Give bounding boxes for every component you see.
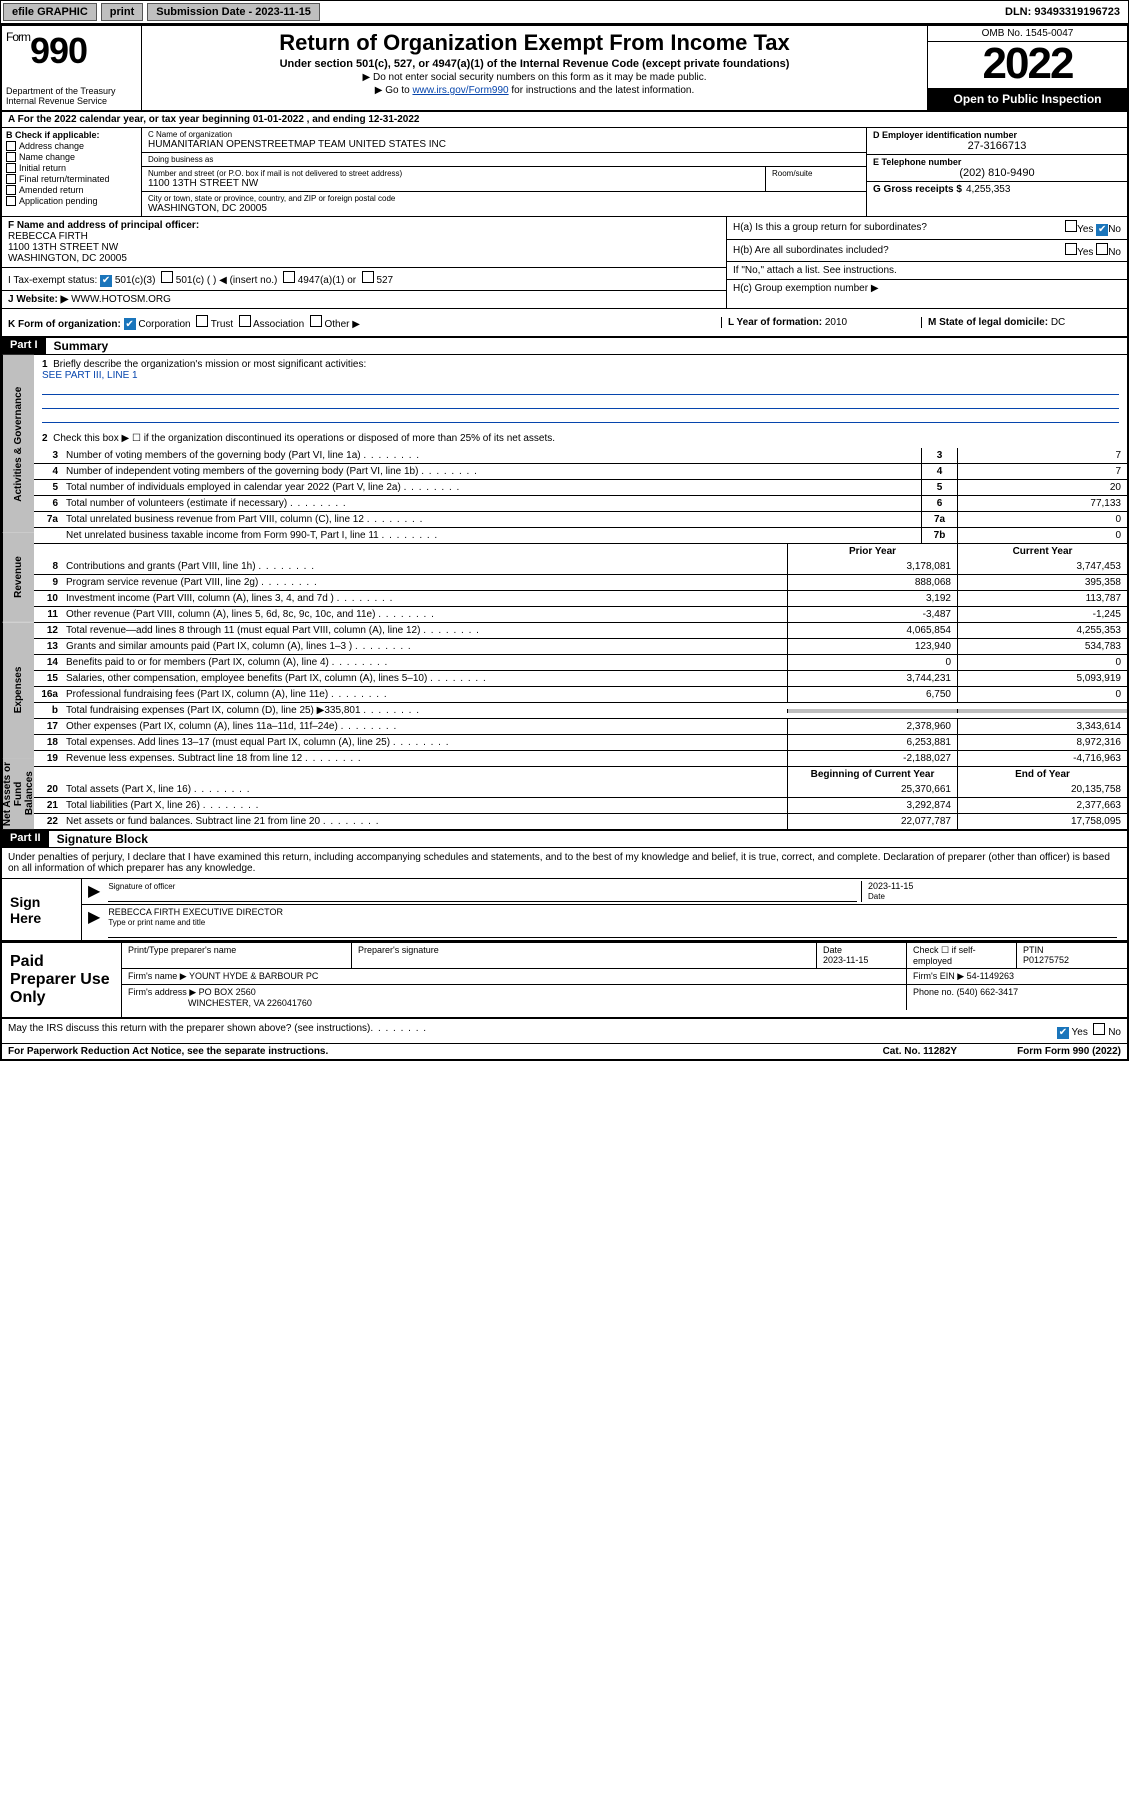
form-subtitle: Under section 501(c), 527, or 4947(a)(1)… xyxy=(148,58,921,70)
summary-row-12: 12Total revenue—add lines 8 through 11 (… xyxy=(34,622,1127,638)
side-label-net-assets: Net Assets or Fund Balances xyxy=(2,758,34,829)
checkbox-address-change[interactable]: Address change xyxy=(6,141,137,151)
section-k-l-m: K Form of organization: ✔ Corporation Tr… xyxy=(2,309,1127,339)
checkbox-name-change[interactable]: Name change xyxy=(6,152,137,162)
checkbox-amended-return[interactable]: Amended return xyxy=(6,185,137,195)
irs-link[interactable]: www.irs.gov/Form990 xyxy=(412,85,508,96)
print-button[interactable]: print xyxy=(101,3,143,21)
dln: DLN: 93493319196723 xyxy=(1005,6,1126,18)
efile-button[interactable]: efile GRAPHIC xyxy=(3,3,97,21)
summary-row-13: 13Grants and similar amounts paid (Part … xyxy=(34,639,1127,654)
form-title: Return of Organization Exempt From Incom… xyxy=(148,30,921,56)
paid-preparer-block: Paid Preparer Use Only Print/Type prepar… xyxy=(2,943,1127,1019)
summary-row-18: 18Total expenses. Add lines 13–17 (must … xyxy=(34,734,1127,750)
checkbox-final-return-terminated[interactable]: Final return/terminated xyxy=(6,174,137,184)
check-icon: ✔ xyxy=(124,318,136,330)
check-icon: ✔ xyxy=(1057,1027,1069,1039)
check-icon: ✔ xyxy=(100,275,112,287)
section-i-tax-status: I Tax-exempt status: ✔ 501(c)(3) 501(c) … xyxy=(2,268,726,291)
checkbox-application-pending[interactable]: Application pending xyxy=(6,196,137,206)
side-label-expenses: Expenses xyxy=(2,622,34,758)
summary-row-10: 10Investment income (Part VIII, column (… xyxy=(34,590,1127,606)
tax-year: 2022 xyxy=(928,42,1127,88)
side-label-revenue: Revenue xyxy=(2,533,34,622)
arrow-icon: ▶ xyxy=(88,881,100,902)
summary-row-6: 6Total number of volunteers (estimate if… xyxy=(34,495,1127,511)
part-1-summary: Activities & Governance Revenue Expenses… xyxy=(2,355,1127,831)
form-number: Form990 xyxy=(6,30,137,72)
summary-row-20: 20Total assets (Part X, line 16) 25,370,… xyxy=(34,782,1127,797)
footer: For Paperwork Reduction Act Notice, see … xyxy=(2,1043,1127,1059)
section-c-org-info: C Name of organizationHUMANITARIAN OPENS… xyxy=(142,128,867,216)
department: Department of the Treasury Internal Reve… xyxy=(6,86,137,106)
form-note-1: ▶ Do not enter social security numbers o… xyxy=(148,72,921,83)
form-note-2: ▶ Go to www.irs.gov/Form990 for instruct… xyxy=(148,85,921,96)
summary-row-14: 14Benefits paid to or for members (Part … xyxy=(34,654,1127,670)
check-icon: ✔ xyxy=(1096,224,1108,236)
summary-row-21: 21Total liabilities (Part X, line 26) 3,… xyxy=(34,797,1127,813)
part-2-header: Part II Signature Block xyxy=(2,831,1127,848)
summary-row-5: 5Total number of individuals employed in… xyxy=(34,479,1127,495)
section-b-checkboxes: B Check if applicable: Address changeNam… xyxy=(2,128,142,216)
form-header: Form990 Department of the Treasury Inter… xyxy=(2,26,1127,112)
discuss-row: May the IRS discuss this return with the… xyxy=(2,1019,1127,1043)
top-toolbar: efile GRAPHIC print Submission Date - 20… xyxy=(0,0,1129,24)
h-a-group-return: H(a) Is this a group return for subordin… xyxy=(727,217,1127,240)
summary-row-8: 8Contributions and grants (Part VIII, li… xyxy=(34,559,1127,574)
form-990-container: Form990 Department of the Treasury Inter… xyxy=(0,24,1129,1061)
h-c-exemption: H(c) Group exemption number ▶ xyxy=(727,280,1127,297)
tax-year-range: A For the 2022 calendar year, or tax yea… xyxy=(2,112,1127,128)
summary-row-16a: 16aProfessional fundraising fees (Part I… xyxy=(34,686,1127,702)
signature-block: Under penalties of perjury, I declare th… xyxy=(2,848,1127,943)
summary-row-9: 9Program service revenue (Part VIII, lin… xyxy=(34,574,1127,590)
section-d-e-g: D Employer identification number27-31667… xyxy=(867,128,1127,216)
summary-row-3: 3Number of voting members of the governi… xyxy=(34,448,1127,463)
checkbox-initial-return[interactable]: Initial return xyxy=(6,163,137,173)
inspection-badge: Open to Public Inspection xyxy=(928,88,1127,110)
part-1-header: Part I Summary xyxy=(2,338,1127,355)
submission-date: Submission Date - 2023-11-15 xyxy=(147,3,320,21)
arrow-icon: ▶ xyxy=(88,907,100,938)
summary-row-11: 11Other revenue (Part VIII, column (A), … xyxy=(34,606,1127,622)
section-j-website: J Website: ▶ WWW.HOTOSM.ORG xyxy=(2,291,726,308)
summary-row-b: bTotal fundraising expenses (Part IX, co… xyxy=(34,702,1127,718)
section-f-officer: F Name and address of principal officer:… xyxy=(2,217,726,268)
summary-row-4: 4Number of independent voting members of… xyxy=(34,463,1127,479)
summary-row-7b: Net unrelated business taxable income fr… xyxy=(34,527,1127,543)
summary-row-7a: 7aTotal unrelated business revenue from … xyxy=(34,511,1127,527)
side-label-governance: Activities & Governance xyxy=(2,355,34,533)
summary-row-22: 22Net assets or fund balances. Subtract … xyxy=(34,813,1127,829)
summary-row-15: 15Salaries, other compensation, employee… xyxy=(34,670,1127,686)
summary-row-19: 19Revenue less expenses. Subtract line 1… xyxy=(34,750,1127,766)
h-b-subordinates: H(b) Are all subordinates included? Yes … xyxy=(727,240,1127,262)
summary-row-17: 17Other expenses (Part IX, column (A), l… xyxy=(34,718,1127,734)
